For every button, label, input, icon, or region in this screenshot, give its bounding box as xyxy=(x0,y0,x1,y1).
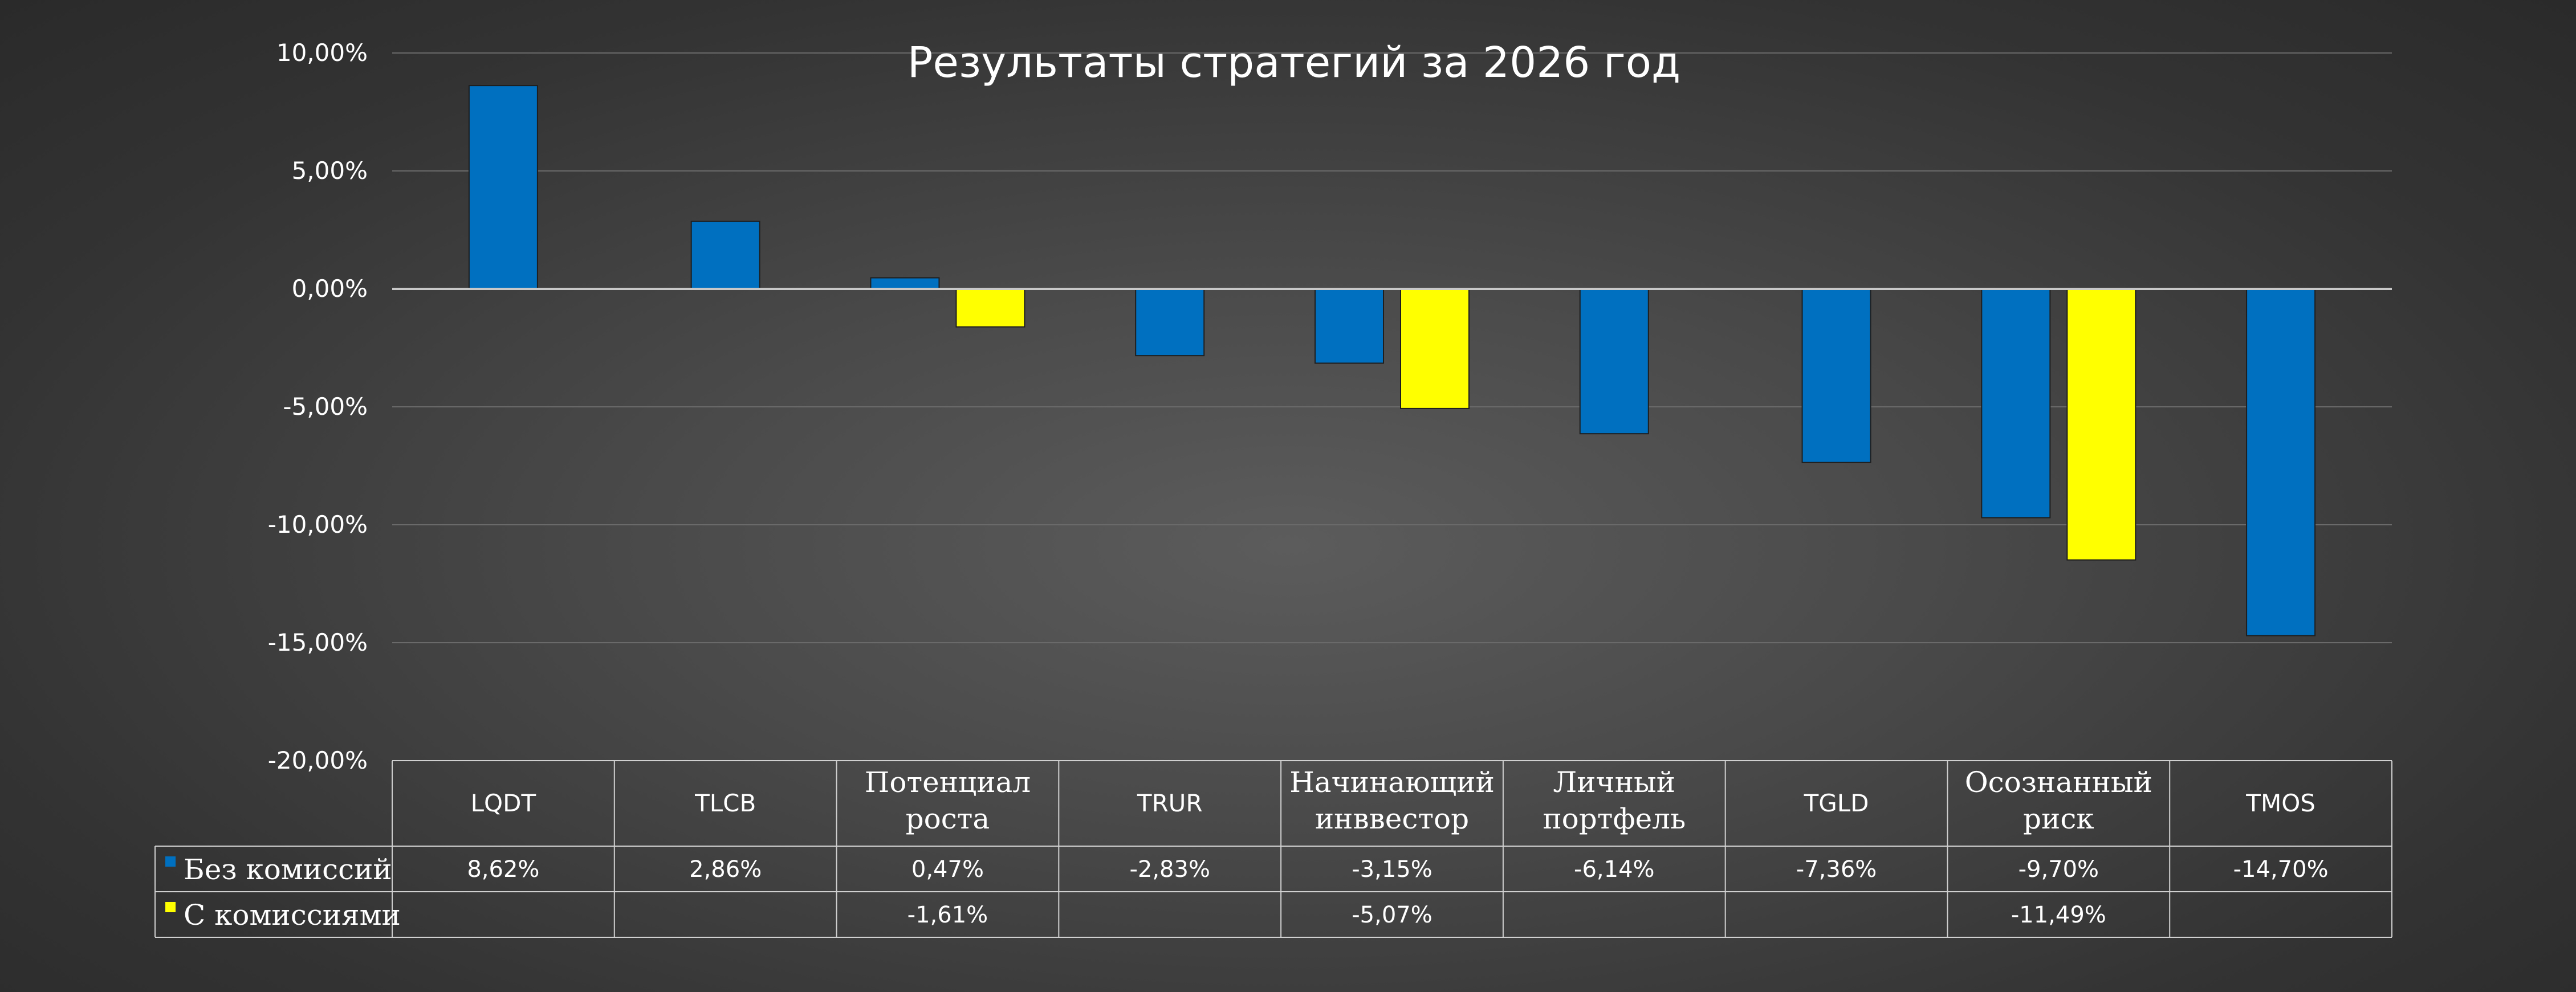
data-label: -2,83% xyxy=(1129,856,1210,883)
legend-label: Без комиссий xyxy=(184,853,392,886)
bar-without-commission xyxy=(468,85,538,290)
data-label: -3,15% xyxy=(1352,856,1433,883)
data-label: 8,62% xyxy=(467,856,539,883)
category-label: TLCB xyxy=(694,789,756,817)
category-label: LQDT xyxy=(471,789,536,817)
chart-title: Результаты стратегий за 2026 год xyxy=(907,38,1680,87)
bar-without-commission xyxy=(1579,288,1649,435)
data-label: -11,49% xyxy=(2011,902,2106,928)
data-label: 0,47% xyxy=(911,856,984,883)
bar-without-commission xyxy=(1135,288,1205,357)
category-label: риск xyxy=(2023,802,2094,835)
category-label: TRUR xyxy=(1137,789,1203,817)
bar-without-commission xyxy=(870,277,940,289)
data-label: -7,36% xyxy=(1796,856,1877,883)
data-label: -9,70% xyxy=(2019,856,2099,883)
bar-without-commission xyxy=(1801,288,1871,463)
y-axis-ticks: 10,00% 5,00% 0,00% -5,00% -10,00% -15,00% -20,… xyxy=(268,39,368,774)
bar-without-commission xyxy=(1981,288,2051,519)
bar-with-commission xyxy=(2066,288,2137,561)
category-label: инввестор xyxy=(1315,802,1469,835)
category-label: Потенциал xyxy=(865,766,1031,799)
bar-without-commission xyxy=(690,221,760,290)
data-label: -6,14% xyxy=(1574,856,1655,883)
category-label: портфель xyxy=(1543,802,1686,835)
category-label: TMOS xyxy=(2245,789,2315,817)
bars xyxy=(468,85,2316,636)
category-label: роста xyxy=(906,802,990,835)
y-tick-label: -15,00% xyxy=(268,628,368,656)
bar-without-commission xyxy=(1315,288,1384,364)
y-tick-label: -20,00% xyxy=(268,746,368,774)
y-tick-label: -5,00% xyxy=(283,393,368,421)
data-label: -14,70% xyxy=(2233,856,2329,883)
y-tick-label: 10,00% xyxy=(276,39,368,67)
category-label: Начинающий xyxy=(1289,766,1495,799)
data-label: 2,86% xyxy=(689,856,762,883)
bar-without-commission xyxy=(2246,288,2316,636)
data-label: -1,61% xyxy=(907,902,988,928)
y-tick-label: 0,00% xyxy=(292,275,368,303)
gridlines xyxy=(392,52,2392,643)
legend-label: С комиссиями xyxy=(184,899,401,932)
y-tick-label: -10,00% xyxy=(268,511,368,538)
legend-swatch xyxy=(165,902,176,912)
category-label: Личный xyxy=(1553,766,1675,799)
bar-with-commission xyxy=(1400,288,1470,409)
bar-with-commission xyxy=(955,288,1025,328)
category-label: Осознанный xyxy=(1965,766,2152,799)
category-label: TGLD xyxy=(1804,789,1869,817)
y-tick-label: 5,00% xyxy=(292,157,368,185)
legend-swatch xyxy=(165,856,176,867)
data-label: -5,07% xyxy=(1352,902,1433,928)
